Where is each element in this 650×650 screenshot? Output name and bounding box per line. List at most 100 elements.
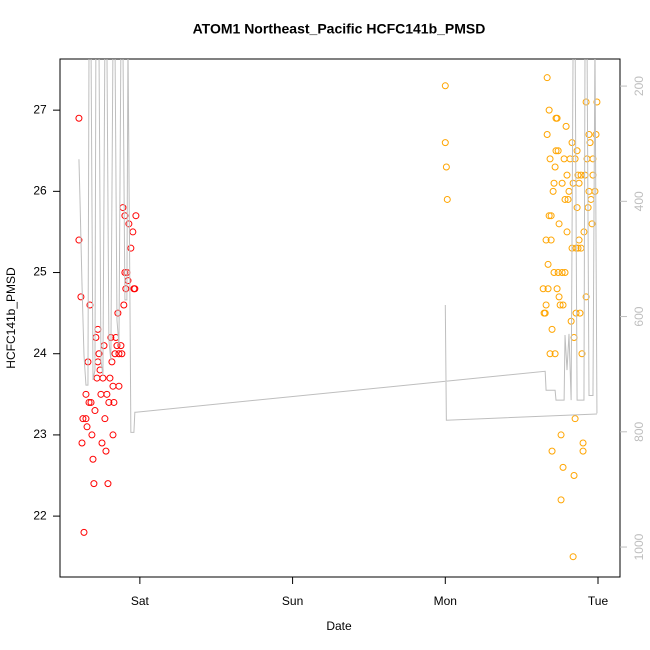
point xyxy=(574,244,582,252)
point xyxy=(75,114,83,122)
point xyxy=(93,374,101,382)
point xyxy=(94,358,102,366)
point xyxy=(592,131,600,139)
y-tick-label: 22 xyxy=(33,508,47,522)
point xyxy=(441,82,449,90)
point xyxy=(552,147,560,155)
y-tick-label: 27 xyxy=(33,102,47,116)
y2-tick-label: 200 xyxy=(632,76,646,96)
point xyxy=(578,350,586,358)
y-tick-label: 25 xyxy=(33,265,47,279)
point xyxy=(542,301,550,309)
x-axis-label: Date xyxy=(326,619,352,633)
point xyxy=(564,195,572,203)
point xyxy=(575,179,583,187)
point xyxy=(547,212,555,220)
point xyxy=(575,236,583,244)
point xyxy=(589,155,597,163)
point xyxy=(579,447,587,455)
point xyxy=(87,398,95,406)
point xyxy=(131,285,139,293)
point xyxy=(550,179,558,187)
point xyxy=(550,269,558,277)
point xyxy=(543,74,551,82)
point xyxy=(113,342,121,350)
point xyxy=(443,195,451,203)
point xyxy=(109,431,117,439)
point xyxy=(586,139,594,147)
point xyxy=(569,179,577,187)
point xyxy=(78,439,86,447)
point xyxy=(542,236,550,244)
plot-frame xyxy=(59,58,621,578)
plot-area xyxy=(75,59,601,561)
x-tick-label: Mon xyxy=(434,594,457,608)
point xyxy=(539,285,547,293)
point xyxy=(585,187,593,195)
point xyxy=(82,415,90,423)
point xyxy=(117,342,125,350)
x-tick-label: Sun xyxy=(282,594,303,608)
point xyxy=(77,293,85,301)
y-tick-label: 24 xyxy=(33,346,47,360)
point xyxy=(101,415,109,423)
point xyxy=(558,269,566,277)
point xyxy=(80,528,88,536)
point xyxy=(89,455,97,463)
point xyxy=(441,139,449,147)
point xyxy=(559,301,567,309)
point xyxy=(554,147,562,155)
point xyxy=(549,187,557,195)
point xyxy=(571,415,579,423)
point xyxy=(85,398,93,406)
point xyxy=(576,309,584,317)
point xyxy=(582,98,590,106)
point xyxy=(106,374,114,382)
point xyxy=(548,325,556,333)
point xyxy=(121,212,129,220)
point xyxy=(573,147,581,155)
y2-tick-label: 800 xyxy=(632,421,646,441)
point xyxy=(544,260,552,268)
line xyxy=(78,59,598,433)
point xyxy=(577,171,585,179)
point xyxy=(574,171,582,179)
point xyxy=(551,163,559,171)
point xyxy=(99,374,107,382)
point xyxy=(442,163,450,171)
x-tick-label: Tue xyxy=(588,594,609,608)
point xyxy=(582,293,590,301)
y-tick-label: 26 xyxy=(33,184,47,198)
point xyxy=(127,244,135,252)
point xyxy=(98,439,106,447)
point xyxy=(562,122,570,130)
point xyxy=(114,309,122,317)
point xyxy=(553,114,561,122)
point xyxy=(566,155,574,163)
point xyxy=(129,228,137,236)
point xyxy=(557,431,565,439)
point xyxy=(559,463,567,471)
point xyxy=(91,407,99,415)
y-tick-label: 23 xyxy=(33,427,47,441)
point xyxy=(557,496,565,504)
point xyxy=(565,187,573,195)
point xyxy=(555,220,563,228)
point xyxy=(546,350,554,358)
point xyxy=(122,285,130,293)
point xyxy=(115,382,123,390)
point xyxy=(573,204,581,212)
point xyxy=(88,431,96,439)
point xyxy=(82,390,90,398)
point xyxy=(108,358,116,366)
point xyxy=(109,382,117,390)
point xyxy=(102,447,110,455)
point xyxy=(110,398,118,406)
point xyxy=(120,301,128,309)
chart-title: ATOM1 Northeast_Pacific HCFC141b_PMSD xyxy=(193,21,486,37)
point xyxy=(115,350,123,358)
point xyxy=(572,309,580,317)
y2-tick-label: 600 xyxy=(632,306,646,326)
point xyxy=(90,480,98,488)
